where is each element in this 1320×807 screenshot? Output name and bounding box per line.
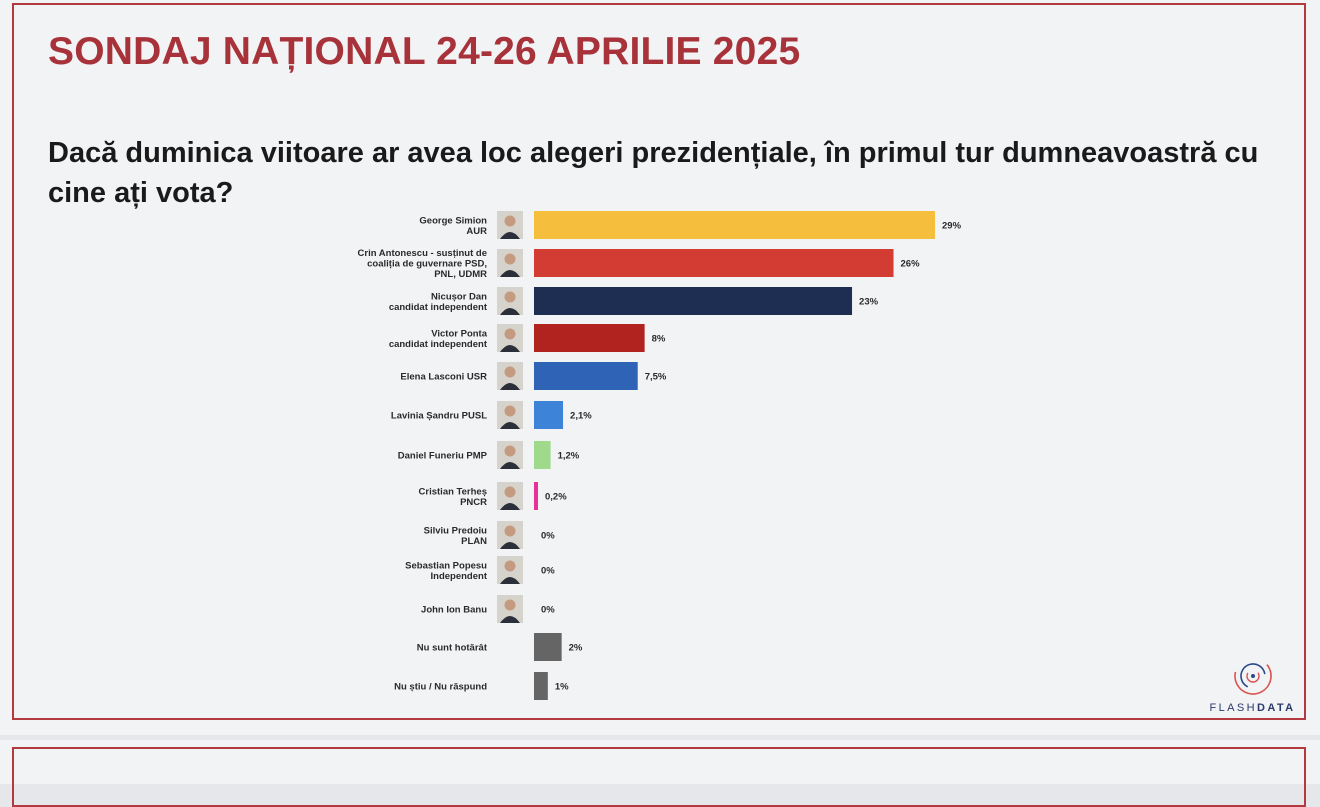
bar: [534, 249, 894, 277]
value-label: 0%: [541, 605, 555, 616]
flashdata-logo: FLASHDATA: [1205, 654, 1300, 716]
value-label: 0,2%: [545, 492, 567, 503]
slide-title: SONDAJ NAȚIONAL 24-26 APRILIE 2025: [48, 30, 801, 73]
bar: [534, 324, 645, 352]
bar: [534, 482, 538, 510]
value-label: 0%: [541, 531, 555, 542]
portrait-head: [504, 291, 516, 303]
category-label: Victor Ponta candidat independent: [389, 328, 488, 350]
value-label: 1,2%: [558, 451, 580, 462]
portrait-head: [504, 328, 516, 340]
slide: [0, 0, 1320, 735]
category-label: George Simion AUR: [419, 215, 487, 237]
bar: [534, 362, 638, 390]
portrait-body: [500, 383, 520, 390]
category-label: Silviu Predoiu PLAN: [424, 525, 488, 547]
category-label: Lavinia Șandru PUSL: [391, 411, 487, 422]
value-label: 0%: [541, 566, 555, 577]
next-slide-frame: [12, 747, 1306, 807]
category-label: Cristian Terheș PNCR: [419, 486, 488, 508]
bar: [534, 287, 853, 315]
category-label: Elena Lasconi USR: [400, 372, 487, 383]
portrait-body: [500, 232, 520, 239]
portrait-head: [504, 560, 516, 572]
bar: [534, 211, 935, 239]
portrait-head: [504, 366, 516, 378]
flashdata-logo-text: FLASHDATA: [1209, 702, 1296, 714]
portrait-body: [500, 616, 520, 623]
category-label: Nicușor Dan candidat independent: [389, 291, 488, 313]
category-label: John Ion Banu: [421, 605, 487, 616]
value-label: 8%: [652, 334, 666, 345]
portrait-body: [500, 308, 520, 315]
value-label: 7,5%: [645, 372, 667, 383]
portrait-body: [500, 422, 520, 429]
value-label: 2,1%: [570, 411, 592, 422]
value-label: 29%: [942, 221, 962, 232]
portrait-head: [504, 253, 516, 265]
portrait-head: [504, 599, 516, 611]
portrait-body: [500, 542, 520, 549]
portrait-head: [504, 215, 516, 227]
portrait-body: [500, 462, 520, 469]
portrait-body: [500, 345, 520, 352]
value-label: 23%: [859, 297, 879, 308]
value-label: 2%: [569, 643, 583, 654]
bar: [534, 672, 548, 700]
bar-chart: George Simion AUR 29% Crin Antonescu - susț…: [358, 211, 962, 700]
category-label: Nu sunt hotărât: [417, 643, 488, 654]
poll-question: Dacă duminica viitoare ar avea loc alege…: [48, 137, 1259, 209]
bar: [534, 441, 551, 469]
portrait-body: [500, 577, 520, 584]
bar: [534, 401, 564, 429]
portrait-body: [500, 270, 520, 277]
flashdata-logo-icon: [1234, 657, 1272, 695]
category-label: Sebastian Popesu Independent: [405, 560, 488, 582]
portrait-head: [504, 445, 516, 457]
portrait-head: [504, 525, 516, 537]
category-label: Crin Antonescu - susținut de coaliția de …: [358, 248, 488, 280]
bar: [534, 633, 562, 661]
portrait-head: [504, 486, 516, 498]
value-label: 26%: [901, 259, 921, 270]
category-label: Daniel Funeriu PMP: [398, 451, 488, 462]
category-label: Nu știu / Nu răspund: [394, 682, 487, 693]
portrait-head: [504, 405, 516, 417]
portrait-body: [500, 503, 520, 510]
value-label: 1%: [555, 682, 569, 693]
slide-frame: [12, 3, 1306, 720]
